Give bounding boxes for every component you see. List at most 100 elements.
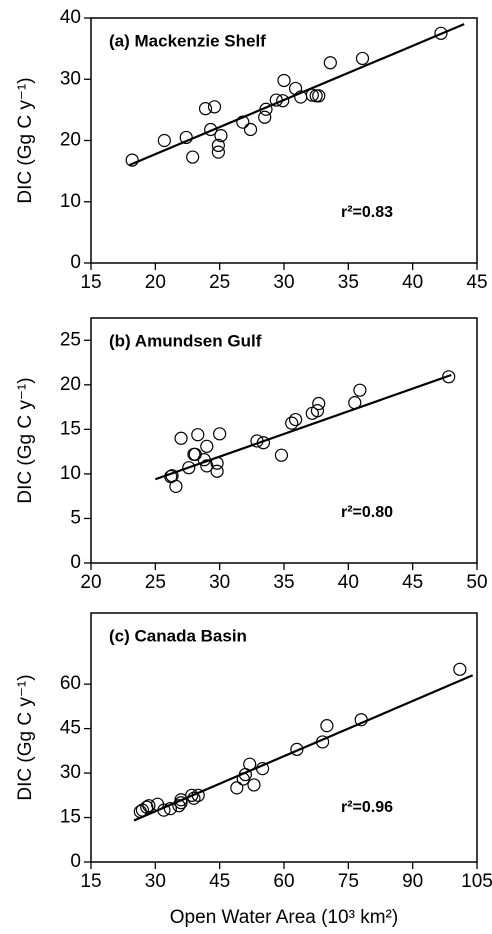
data-point [157,133,171,148]
y-axis-label: DIC (Gg C y⁻¹) [15,77,36,203]
data-point [211,145,225,159]
panel-title: (a) Mackenzie Shelf [109,31,266,50]
y-tick-label: 30 [60,68,81,89]
data-point [236,115,250,129]
y-tick-label: 40 [60,7,81,28]
data-point [230,781,244,795]
fit-line [154,373,452,481]
data-point [200,459,214,473]
y-tick-label: 20 [60,130,81,151]
x-tick-label: 25 [145,572,166,593]
data-point [157,803,171,817]
fit-line [133,674,474,822]
x-tick-label: 90 [402,871,423,892]
data-point [163,802,177,816]
plot-frame [90,17,478,264]
data-point [353,383,367,397]
x-tick-label: 40 [338,572,359,593]
y-axis-label: DIC (Gg C y⁻¹) [15,674,36,800]
data-point [179,130,193,145]
data-point [182,461,196,475]
y-tick-label: 60 [60,673,81,694]
r-squared: r²=0.83 [341,204,393,221]
x-tick-label: 60 [273,871,294,892]
data-point [312,89,326,103]
data-point [174,431,188,445]
y-axis-label: DIC (Gg C y⁻¹) [15,377,36,503]
x-tick-label: 20 [80,572,101,593]
data-point [172,799,186,813]
plot-frame [90,612,478,863]
data-point [285,416,299,430]
data-point [214,129,228,143]
data-point [210,464,224,478]
x-tick-label: 75 [338,871,359,892]
data-point [142,799,156,813]
data-point [211,138,225,152]
data-point [187,791,201,805]
y-tick-label: 45 [60,718,81,739]
x-tick-label: 30 [145,871,166,892]
data-point [310,404,325,418]
y-tick-label: 20 [60,374,81,395]
data-point [135,803,150,817]
data-point [169,479,183,493]
y-tick-label: 15 [60,807,81,828]
data-point [210,456,224,470]
x-tick-label: 35 [338,272,359,293]
x-axis-label: Open Water Area (10³ km²) [170,907,398,928]
data-point [247,778,261,792]
data-point [434,26,448,40]
data-point [320,719,334,733]
y-tick-label: 15 [60,418,81,439]
data-point [316,735,330,749]
data-point [204,122,218,137]
x-tick-label: 20 [145,272,166,293]
x-tick-label: 45 [402,572,423,593]
y-tick-label: 0 [70,851,81,872]
x-tick-label: 30 [273,272,294,293]
data-point [207,100,222,114]
x-tick-label: 15 [80,871,101,892]
data-point [290,742,304,756]
y-tick-label: 30 [60,762,81,783]
data-point [288,81,303,96]
data-point [258,110,272,124]
data-point [185,788,199,802]
data-point [198,102,213,116]
x-tick-label: 105 [461,871,492,892]
x-tick-label: 40 [402,272,423,293]
plot-frame [90,317,478,564]
data-point [213,427,227,441]
data-point [453,662,467,676]
data-point [288,412,303,427]
x-tick-label: 50 [466,572,487,593]
data-point [191,428,205,442]
data-point [197,453,211,467]
data-point [256,436,271,450]
y-tick-label: 0 [70,252,81,273]
x-tick-label: 45 [466,272,487,293]
y-tick-label: 10 [60,191,81,212]
data-point [323,56,337,70]
x-tick-label: 30 [209,572,230,593]
data-point [269,93,283,107]
data-point [442,370,456,384]
x-tick-label: 45 [209,871,230,892]
data-point [305,88,319,102]
x-tick-label: 25 [209,272,230,293]
panel-title: (c) Canada Basin [109,626,247,645]
r-squared: r²=0.96 [341,799,393,816]
data-point [259,102,273,116]
y-tick-label: 25 [60,329,81,350]
data-point [277,73,291,88]
data-point [200,439,214,453]
r-squared: r²=0.80 [341,504,393,521]
panel-title: (b) Amundsen Gulf [109,331,262,350]
x-tick-label: 15 [80,272,101,293]
data-point [355,51,370,66]
data-point [191,788,205,802]
data-point [186,150,200,164]
data-point [243,122,258,137]
